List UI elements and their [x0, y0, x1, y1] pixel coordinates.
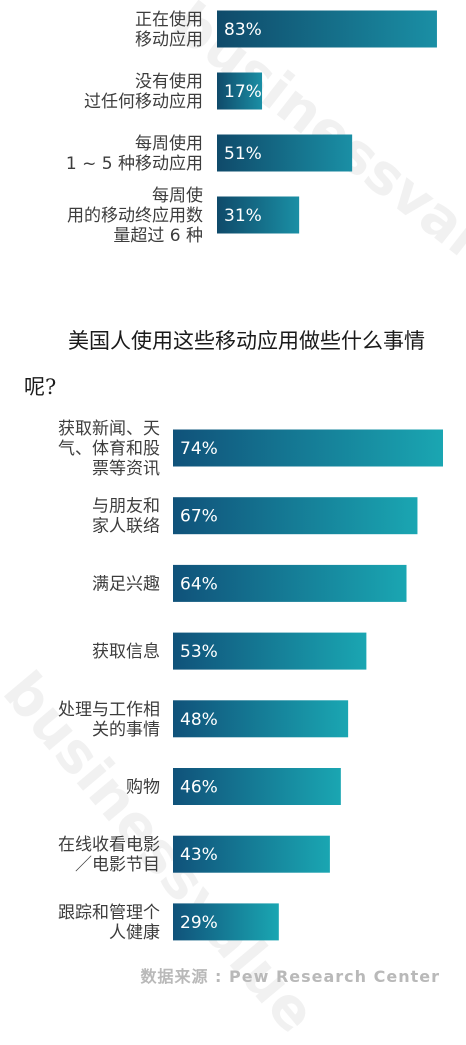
category-label: 关的事情 — [92, 720, 160, 740]
category-label: 每周使 — [152, 185, 203, 206]
category-label: 人健康 — [109, 923, 160, 943]
category-label: 没有使用 — [135, 71, 203, 92]
bar — [217, 72, 263, 110]
data-label: 29% — [180, 913, 218, 933]
data-label: 53% — [180, 642, 218, 662]
data-label: 31% — [224, 206, 262, 226]
category-label: 获取新闻、天 — [58, 419, 160, 439]
bar — [173, 632, 367, 670]
category-label: 购物 — [126, 778, 160, 798]
source-note: 数据来源 : Pew Research Center — [140, 967, 440, 986]
data-label: 51% — [224, 144, 262, 164]
category-label: 气、体育和股 — [58, 439, 160, 459]
category-label: 与朋友和 — [92, 497, 160, 517]
category-label: 家人联络 — [92, 517, 160, 537]
category-label: 票等资讯 — [92, 459, 160, 479]
category-label: 在线收看电影 — [58, 835, 160, 855]
category-label: 移动应用 — [135, 30, 203, 50]
category-label: ／电影节目 — [75, 855, 160, 875]
data-label: 43% — [180, 845, 218, 865]
bar — [173, 564, 407, 602]
bar — [173, 700, 349, 738]
category-label: 量超过 6 种 — [113, 226, 203, 246]
category-label: 正在使用 — [135, 9, 203, 30]
bar — [173, 429, 443, 467]
bar — [217, 196, 300, 234]
chart-title: 美国人使用这些移动应用做些什么事情呢? — [24, 329, 425, 399]
data-label: 74% — [180, 439, 218, 459]
bar — [173, 835, 330, 873]
category-label: 跟踪和管理个 — [58, 903, 160, 923]
category-label: 获取信息 — [92, 642, 160, 662]
category-label: 过任何移动应用 — [84, 92, 203, 112]
category-label: 满足兴趣 — [92, 574, 160, 594]
category-label: 处理与工作相 — [58, 700, 160, 720]
data-label: 67% — [180, 507, 218, 527]
data-label: 48% — [180, 710, 218, 730]
bar — [217, 134, 353, 172]
bar — [173, 497, 418, 535]
data-label: 64% — [180, 574, 218, 594]
category-label: 用的移动终应用数 — [67, 206, 203, 226]
bar — [173, 768, 341, 805]
bar — [173, 903, 279, 941]
category-label: 1 ~ 5 种移动应用 — [66, 154, 203, 174]
category-label: 每周使用 — [135, 133, 203, 154]
data-label: 46% — [180, 778, 218, 798]
data-label: 83% — [224, 20, 262, 40]
data-label: 17% — [224, 82, 262, 102]
bar — [217, 10, 437, 48]
